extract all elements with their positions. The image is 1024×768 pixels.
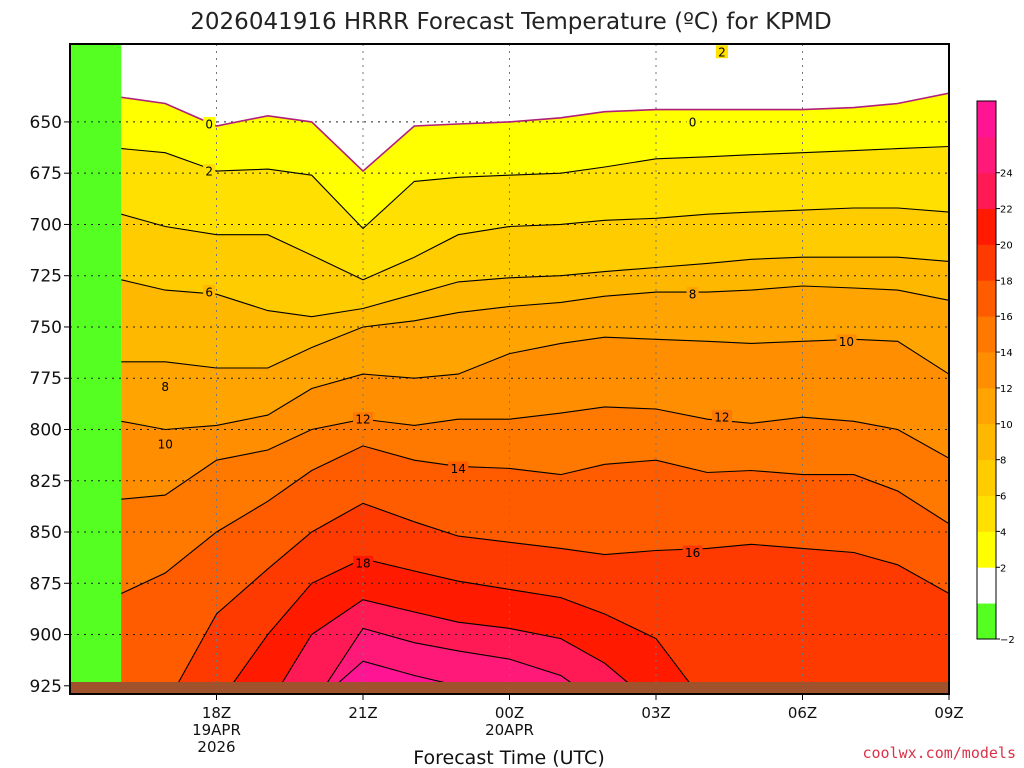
contour-label-bg: [203, 116, 216, 130]
contour-label: 2: [718, 46, 726, 60]
ground-strip: [70, 682, 949, 694]
contour-label: 2: [205, 165, 213, 179]
colorbar-swatch: [977, 603, 996, 640]
contour-label-bg: [686, 287, 699, 301]
contour-label: 8: [161, 380, 169, 394]
colorbar-swatch: [977, 280, 996, 317]
colorbar-label: 18: [1000, 276, 1013, 287]
contour-label-bg: [155, 436, 176, 450]
y-tick-label: 850: [30, 523, 62, 543]
x-tick-label: 21Z: [348, 704, 377, 722]
colorbar-swatch: [977, 101, 996, 138]
colorbar-swatch: [977, 387, 996, 425]
contour-line-18: [224, 558, 699, 694]
contour-label: 18: [355, 556, 370, 570]
contour-line-0: [121, 92, 949, 173]
contour-label-bg: [711, 410, 732, 424]
contour-label-bg: [353, 555, 373, 569]
colorbar-label: 4: [1000, 527, 1006, 538]
contour-line-14: [121, 445, 949, 594]
colorbar-swatch: [977, 136, 996, 174]
contour-label: 14: [451, 462, 466, 476]
colorbar-label: 22: [1000, 205, 1013, 216]
credit-text[interactable]: coolwx.com/models: [862, 744, 1016, 762]
contour-label-bg: [159, 379, 172, 393]
contour-label-bg: [682, 545, 703, 559]
y-tick-label: 650: [30, 113, 62, 133]
y-tick-label: 775: [30, 369, 62, 389]
x-axis-label: Forecast Time (UTC): [413, 747, 604, 768]
x-tick-label: 18Z: [202, 704, 231, 722]
y-tick-label: 825: [30, 472, 62, 492]
temperature-fills: [70, 44, 949, 694]
colorbar-swatch: [977, 495, 996, 532]
y-tick-label: 725: [30, 267, 62, 287]
contour-label: 16: [685, 546, 700, 560]
y-tick-label: 925: [30, 677, 62, 697]
y-tick-label: 700: [30, 215, 62, 235]
colorbar-swatch: [977, 208, 996, 245]
contour-label-bg: [836, 334, 857, 348]
colorbar-label: 20: [1000, 240, 1013, 251]
x-tick-label: 20APR: [485, 721, 534, 739]
colorbar-label: 14: [1000, 348, 1013, 359]
y-axis: 650 675 700 725 750 775 800 825 850 875 900 925: [30, 113, 70, 697]
contour-label-bg: [448, 461, 469, 475]
x-tick-label: 2026: [197, 738, 235, 756]
y-tick-label: 875: [30, 574, 62, 594]
colorbar-label: 8: [1000, 456, 1006, 467]
colorbar-frame: [976, 100, 997, 640]
contour-label-bg: [715, 45, 728, 59]
contour-label-bg: [203, 285, 216, 299]
colorbar-swatch: [977, 352, 996, 389]
chart-title: 2026041916 HRRR Forecast Temperature (ºC…: [190, 9, 831, 35]
x-tick-label: 09Z: [934, 704, 963, 722]
colorbar-label: 16: [1000, 312, 1013, 323]
contour-label: 0: [689, 115, 697, 129]
contour-label: 10: [158, 437, 173, 451]
colorbar-label: 6: [1000, 492, 1006, 503]
contour-line-12: [121, 406, 949, 500]
contour-label: 8: [689, 288, 697, 302]
contour-line-22: [319, 627, 589, 694]
contour-label: 12: [355, 413, 370, 427]
contour-line-6: [121, 256, 949, 318]
colorbar-label: 12: [1000, 384, 1013, 395]
contour-line-4: [121, 207, 949, 281]
colorbar-label: −2: [1000, 635, 1015, 646]
colorbar-label: 24: [1000, 169, 1013, 180]
colorbar-swatch: [977, 531, 996, 568]
x-tick-label: 19APR: [192, 721, 241, 739]
contour-line-2: [121, 145, 949, 230]
y-tick-label: 750: [30, 318, 62, 338]
contour-line-16: [171, 502, 949, 694]
y-tick-label: 675: [30, 164, 62, 184]
colorbar-swatch: [977, 316, 996, 353]
colorbar-label: 10: [1000, 420, 1013, 431]
x-tick-label: 00Z: [495, 704, 524, 722]
colorbar-swatch: [977, 244, 996, 281]
contour-labels: 2 0 0 2 6 8 10 8 12 12 10 14 18 16: [155, 45, 857, 570]
x-tick-label: 03Z: [641, 704, 670, 722]
contour-label: 10: [839, 335, 854, 349]
colorbar-swatch: [977, 423, 996, 461]
contour-label-bg: [686, 114, 699, 128]
contour-label: 0: [205, 117, 213, 131]
contour-label-bg: [353, 412, 373, 426]
contour-line-20: [274, 599, 643, 694]
colorbar-swatch: [977, 567, 996, 604]
colorbar-swatch: [977, 459, 996, 496]
x-tick-label: 06Z: [788, 704, 817, 722]
colorbar-label: 2: [1000, 563, 1006, 574]
y-tick-label: 900: [30, 626, 62, 646]
y-tick-label: 800: [30, 420, 62, 440]
contour-line-8: [121, 285, 949, 369]
contour-label-bg: [203, 164, 216, 178]
colorbar-swatch: [977, 172, 996, 209]
contour-label: 12: [714, 411, 729, 425]
contour-label: 6: [205, 286, 213, 300]
